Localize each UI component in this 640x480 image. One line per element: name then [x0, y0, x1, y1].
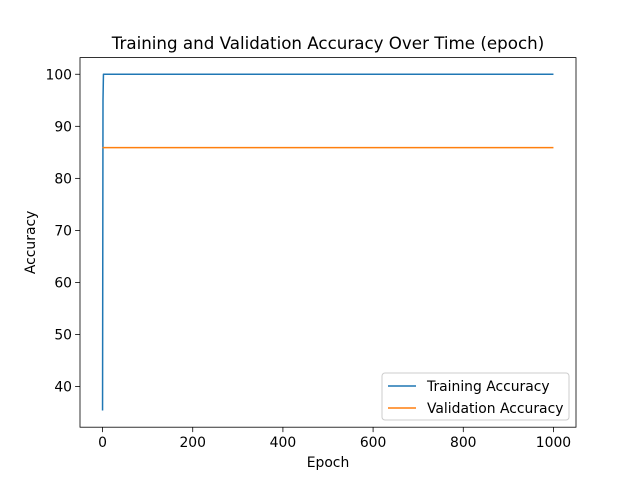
plot-frame — [79, 57, 577, 428]
x-tick-label: 400 — [270, 435, 297, 451]
x-tick-label: 0 — [98, 435, 107, 451]
chart-title: Training and Validation Accuracy Over Ti… — [111, 33, 544, 53]
legend-box — [381, 372, 570, 421]
x-tick-label: 200 — [179, 435, 206, 451]
y-tick-label: 90 — [54, 119, 72, 135]
x-axis-label: Epoch — [307, 455, 350, 471]
legend: Training Accuracy Validation Accuracy — [381, 372, 570, 421]
x-tick-label: 800 — [450, 435, 477, 451]
legend-label-training: Training Accuracy — [426, 379, 550, 395]
y-tick-label: 70 — [54, 223, 72, 239]
tick-layer: 0 200 400 600 800 1000 40 50 60 70 80 90 100 — [45, 67, 571, 451]
series-layer — [101, 73, 554, 411]
x-tick-label: 600 — [360, 435, 387, 451]
y-tick-label: 60 — [54, 275, 72, 291]
y-tick-label: 50 — [54, 328, 72, 344]
x-tick-label: 1000 — [536, 435, 571, 451]
y-axis-label: Accuracy — [23, 211, 39, 274]
y-tick-label: 40 — [54, 380, 72, 396]
y-tick-label: 100 — [45, 67, 72, 83]
series-line-training-accuracy — [101, 73, 554, 411]
y-tick-label: 80 — [54, 171, 72, 187]
legend-label-validation: Validation Accuracy — [427, 401, 563, 417]
